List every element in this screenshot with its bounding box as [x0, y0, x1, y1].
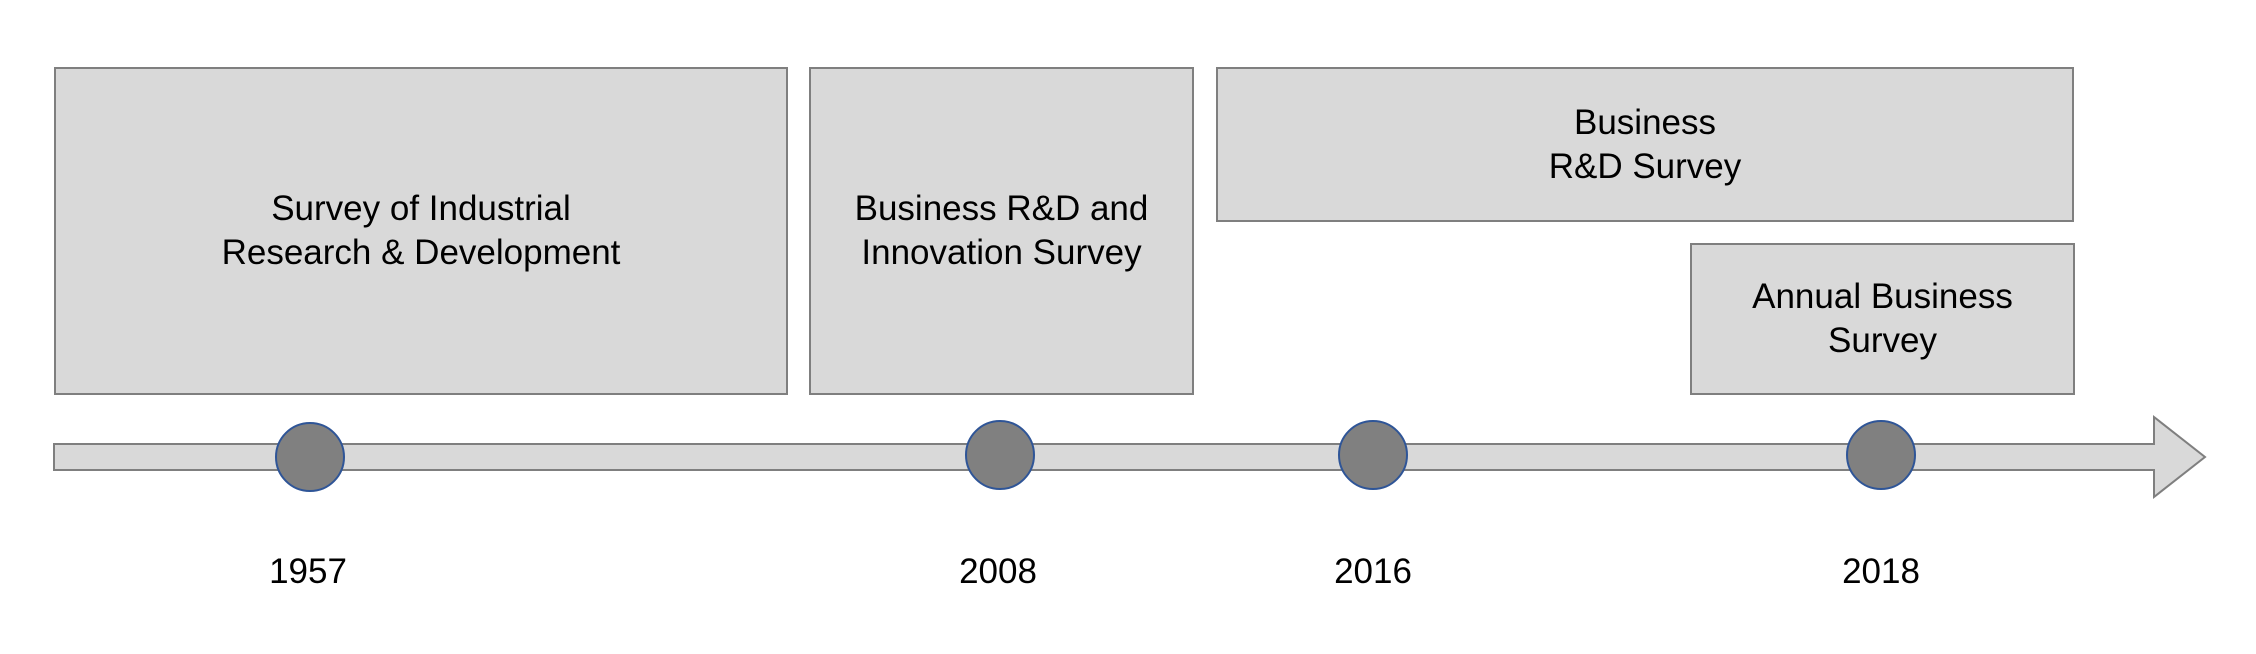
survey-label-business-rd: Business R&D Survey [1548, 102, 1742, 186]
timeline [53, 414, 2207, 500]
year-label-2016: 2016 [1334, 552, 1412, 591]
year-label-2008: 2008 [959, 552, 1037, 591]
survey-box-business-rd: Business R&D Survey [1216, 67, 2074, 222]
survey-box-industrial-research: Survey of Industrial Research & Developm… [54, 67, 788, 395]
year-label-2018: 2018 [1842, 552, 1920, 591]
timeline-marker-2016 [1338, 420, 1408, 490]
timeline-marker-2008 [965, 420, 1035, 490]
timeline-marker-2018 [1846, 420, 1916, 490]
timeline-marker-1957 [275, 422, 345, 492]
survey-label-business-rd-innovation: Business R&D and Innovation Survey [854, 189, 1149, 272]
survey-box-business-rd-innovation: Business R&D and Innovation Survey [809, 67, 1194, 395]
timeline-arrow [53, 414, 2207, 500]
year-label-1957: 1957 [269, 552, 347, 591]
survey-label-annual-business: Annual Business Survey [1752, 277, 2013, 360]
survey-label-industrial-research: Survey of Industrial Research & Developm… [221, 189, 621, 272]
survey-box-annual-business: Annual Business Survey [1690, 243, 2075, 395]
